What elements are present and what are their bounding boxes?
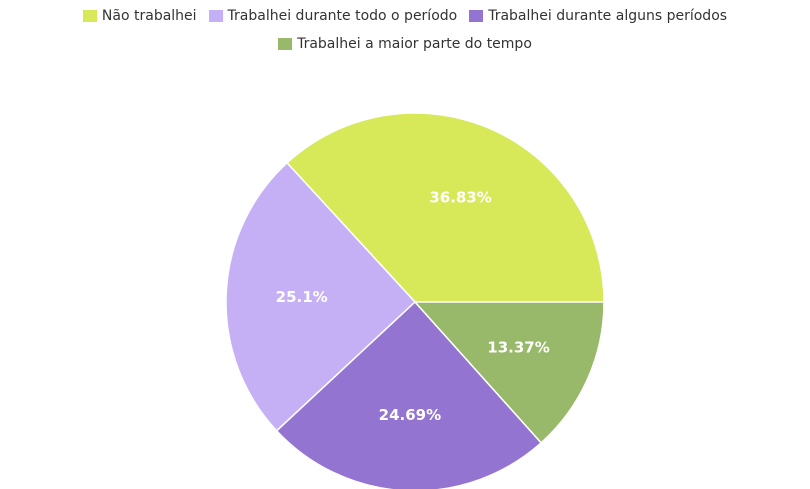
legend-item[interactable]: Trabalhei durante alguns períodos xyxy=(469,8,727,24)
legend-label: Trabalhei durante alguns períodos xyxy=(488,8,728,24)
legend: Não trabalhei Trabalhei durante todo o pe… xyxy=(0,8,810,52)
data-label: 25.1% xyxy=(276,288,328,306)
legend-swatch xyxy=(469,10,484,22)
legend-label: Trabalhei a maior parte do tempo xyxy=(297,36,532,52)
pie-slice xyxy=(413,301,605,444)
legend-item[interactable]: Não trabalhei xyxy=(82,8,197,24)
legend-swatch xyxy=(208,10,223,22)
legend-swatch xyxy=(82,10,97,22)
pie-slice xyxy=(225,161,417,432)
legend-item[interactable]: Trabalhei a maior parte do tempo xyxy=(278,36,532,52)
legend-label: Trabalhei durante todo o período xyxy=(227,8,458,24)
data-label: 24.69% xyxy=(379,406,441,424)
legend-item[interactable]: Trabalhei durante todo o período xyxy=(208,8,458,24)
legend-swatch xyxy=(278,38,293,50)
legend-label: Não trabalhei xyxy=(101,8,197,24)
data-label: 13.37% xyxy=(487,339,549,357)
pie-slice xyxy=(286,112,605,303)
data-label: 36.83% xyxy=(429,189,491,207)
pie-slice xyxy=(275,300,543,489)
